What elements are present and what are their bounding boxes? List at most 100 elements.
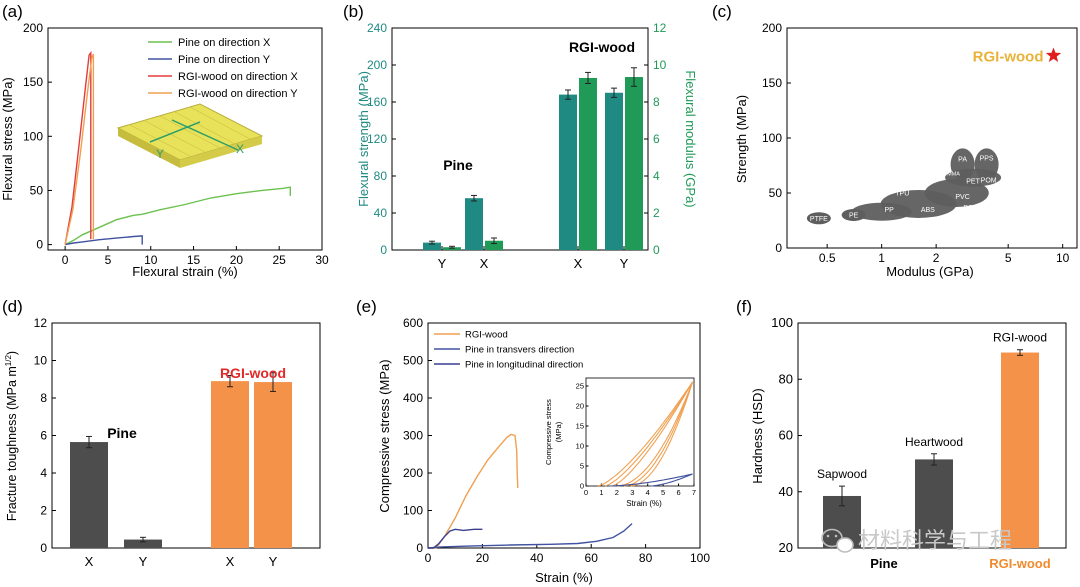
inset-y-label: Y — [156, 147, 164, 161]
panel-b-xtick-label: Y — [620, 256, 629, 271]
material-label: PTFE — [810, 216, 828, 223]
panel-e-ytick-label: 100 — [403, 504, 423, 518]
series-line-2 — [428, 528, 483, 549]
watermark-text: 材料科学与工程 — [858, 528, 1012, 553]
panel-b-right-ytick-label: 0 — [653, 243, 660, 257]
panel-a-ytick-label: 100 — [23, 129, 43, 143]
panel-c-ytick-label: 100 — [762, 131, 782, 145]
panel-d-xtick-label: X — [85, 554, 94, 569]
hardness-category-label: RGI-wood — [993, 331, 1047, 345]
panel-a-ytick-label: 0 — [36, 238, 43, 252]
panel-b-right-ytick-label: 10 — [653, 58, 667, 72]
panel-e-xtick-label: 60 — [585, 551, 599, 565]
material-label: PA — [958, 156, 967, 163]
material-label: PS — [963, 205, 973, 212]
panel-f-ytick-label: 60 — [779, 428, 793, 443]
panel-c-ytick-label: 50 — [769, 186, 783, 200]
panel-a-xtick-label: 10 — [144, 253, 158, 267]
modulus-bar — [485, 240, 503, 250]
panel-d-ytick-label: 10 — [34, 354, 48, 368]
panel-a-ytick-label: 50 — [30, 183, 44, 197]
panel-b-xtick-label: X — [480, 256, 489, 271]
panel-d-xtick-label: X — [226, 554, 235, 569]
material-label: PE — [849, 213, 859, 220]
panel-f-ytick-label: 100 — [771, 315, 793, 330]
panel-e-ylabel: Compressive stress (MPa) — [377, 359, 392, 512]
panel-e-ytick-label: 500 — [403, 354, 423, 368]
panel-a-xtick-label: 25 — [273, 253, 287, 267]
panel-a-ytick-label: 200 — [23, 21, 43, 35]
inset-xlabel: Strain (%) — [626, 499, 662, 508]
panel-b-ytick-label: 160 — [367, 95, 387, 109]
panel-c-ytick-label: 150 — [762, 76, 782, 90]
wechat-icon — [821, 528, 854, 553]
hardness-category-label: Heartwood — [905, 435, 963, 449]
panel-d-ticks: 0 2 4 6 8 10 12 X Y X Y — [34, 316, 278, 569]
inset-xtick-label: 0 — [584, 488, 588, 497]
panel-d-xtick-label: Y — [139, 554, 148, 569]
panel-b-group-rgi: RGI-wood — [569, 39, 635, 55]
material-label: TPU — [895, 191, 909, 198]
inset-rgi-loop — [611, 381, 694, 487]
material-label: PP — [884, 207, 894, 214]
panel-c-highlight: RGI-wood — [973, 47, 1062, 66]
toughness-bar — [70, 442, 108, 548]
panel-f: (f) 20 40 60 80 100 Sapwood Heartwood RGI-wood… — [736, 297, 1067, 571]
panel-e-xtick-label: 0 — [425, 551, 432, 565]
inset-ytick-label: 0 — [580, 482, 584, 491]
toughness-bar — [124, 539, 162, 548]
panel-f-ytick-label: 40 — [779, 484, 793, 499]
panel-d-ytick-label: 4 — [40, 466, 47, 480]
panel-d-ytick-label: 8 — [40, 391, 47, 405]
panel-e-xlabel: Strain (%) — [535, 570, 593, 585]
panel-d-label: (d) — [2, 297, 23, 316]
hardness-bar — [1001, 352, 1039, 548]
panel-e-xtick-label: 80 — [639, 551, 653, 565]
panel-a-ticks: 0 5 10 15 20 25 30 0 50 100 150 200 — [23, 21, 329, 267]
legend-entry: RGI-wood — [465, 330, 508, 341]
panel-b-group-pine: Pine — [443, 157, 473, 173]
panel-b-right-ytick-label: 12 — [653, 21, 667, 35]
panel-b-ylabel: Flexural strength (MPa) — [356, 71, 371, 207]
panel-d-bars — [70, 372, 292, 548]
panel-c-xtick-label: 2 — [933, 251, 940, 265]
legend-entry: RGI-wood on direction X — [178, 71, 298, 83]
panel-f-bottom-pine: Pine — [870, 556, 897, 571]
inset-ylabel: Compressive stress — [544, 399, 553, 465]
panel-b-right-ytick-label: 2 — [653, 206, 660, 220]
series-line-0 — [64, 186, 291, 246]
panel-b-ytick-label: 120 — [367, 132, 387, 146]
strength-bar — [559, 94, 577, 250]
material-label: ABS — [921, 207, 935, 214]
panel-d-group-rgi: RGI-wood — [220, 365, 286, 381]
panel-a-inset-wood: Y X — [116, 103, 264, 168]
material-region — [950, 148, 975, 181]
panel-d-group-pine: Pine — [107, 425, 137, 441]
panel-b-ytick-label: 80 — [374, 169, 388, 183]
panel-a-xtick-label: 30 — [315, 253, 329, 267]
material-region — [974, 148, 999, 181]
panel-e-ytick-label: 400 — [403, 391, 423, 405]
legend-entry: Pine on direction Y — [178, 54, 271, 66]
panel-e-ytick-label: 300 — [403, 429, 423, 443]
panel-e-ytick-label: 600 — [403, 316, 423, 330]
panel-f-label: (f) — [736, 297, 752, 316]
material-label: PET — [966, 178, 980, 185]
panel-c-xlabel: Modulus (GPa) — [886, 264, 973, 279]
panel-b-right-ytick-label: 6 — [653, 132, 660, 146]
modulus-bar — [625, 77, 643, 251]
inset-xtick-label: 7 — [692, 488, 696, 497]
material-bubble — [806, 212, 831, 225]
panel-a-xtick-label: 20 — [230, 253, 244, 267]
hardness-category-label: Sapwood — [817, 467, 867, 481]
legend-entry: Pine in longitudinal direction — [465, 360, 583, 371]
inset-frame — [585, 377, 695, 487]
material-bubble — [841, 209, 866, 221]
inset-ytick-label: 25 — [576, 382, 584, 391]
panel-c-ytick-label: 200 — [762, 21, 782, 35]
panel-a-legend: Pine on direction X Pine on direction Y RG… — [148, 37, 298, 100]
